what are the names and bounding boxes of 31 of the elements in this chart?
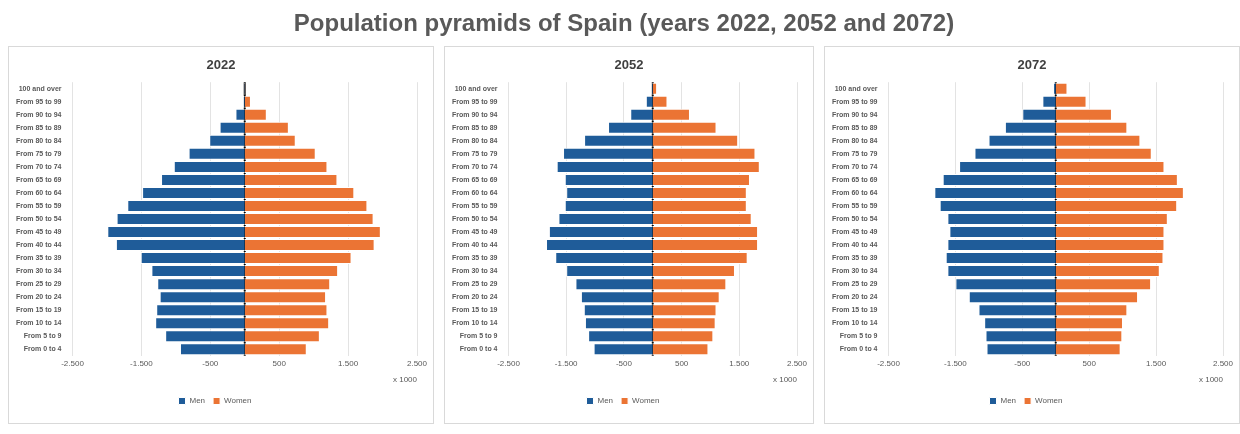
x-tick-label: -500: [615, 358, 633, 368]
x-tick-label: 1.500: [729, 358, 750, 368]
legend-label: Women: [632, 396, 660, 406]
chart-subtitle: 2022: [205, 57, 237, 74]
x-tick-label: 2.500: [786, 358, 808, 368]
x-tick-label: 500: [1082, 358, 1097, 368]
x-tick-label: 500: [272, 358, 287, 368]
x-tick-label: -1.500: [554, 358, 579, 368]
x-tick-label: -2.500: [61, 358, 85, 368]
x-tick-label: -2.500: [877, 358, 901, 368]
x-tick-label: 1.500: [1146, 358, 1167, 368]
x-axis-title: x 1000: [392, 375, 418, 385]
x-tick-label: -2.500: [497, 358, 521, 368]
chart-subtitle: 2072: [1016, 57, 1048, 74]
chart-subtitle: 2052: [613, 57, 645, 74]
x-tick-label: 1.500: [338, 358, 359, 368]
x-axis-title: x 1000: [1198, 375, 1224, 385]
x-tick-label: 500: [674, 358, 689, 368]
x-tick-label: 2.500: [406, 358, 428, 368]
legend-label: Women: [224, 396, 252, 406]
x-tick-label: -500: [202, 358, 219, 368]
legend-label: Women: [1035, 396, 1063, 406]
x-tick-label: -1.500: [944, 358, 968, 368]
x-tick-label: 2.500: [1212, 358, 1234, 368]
legend-label: Men: [189, 396, 206, 406]
x-tick-label: -500: [1014, 358, 1031, 368]
x-axis-title: x 1000: [772, 375, 798, 385]
legend-label: Men: [597, 396, 614, 406]
legend-label: Men: [1000, 396, 1017, 406]
x-tick-label: -1.500: [130, 358, 154, 368]
text: Population pyramids of Spain (years 2022, 2052 and 2072): [292, 8, 956, 38]
